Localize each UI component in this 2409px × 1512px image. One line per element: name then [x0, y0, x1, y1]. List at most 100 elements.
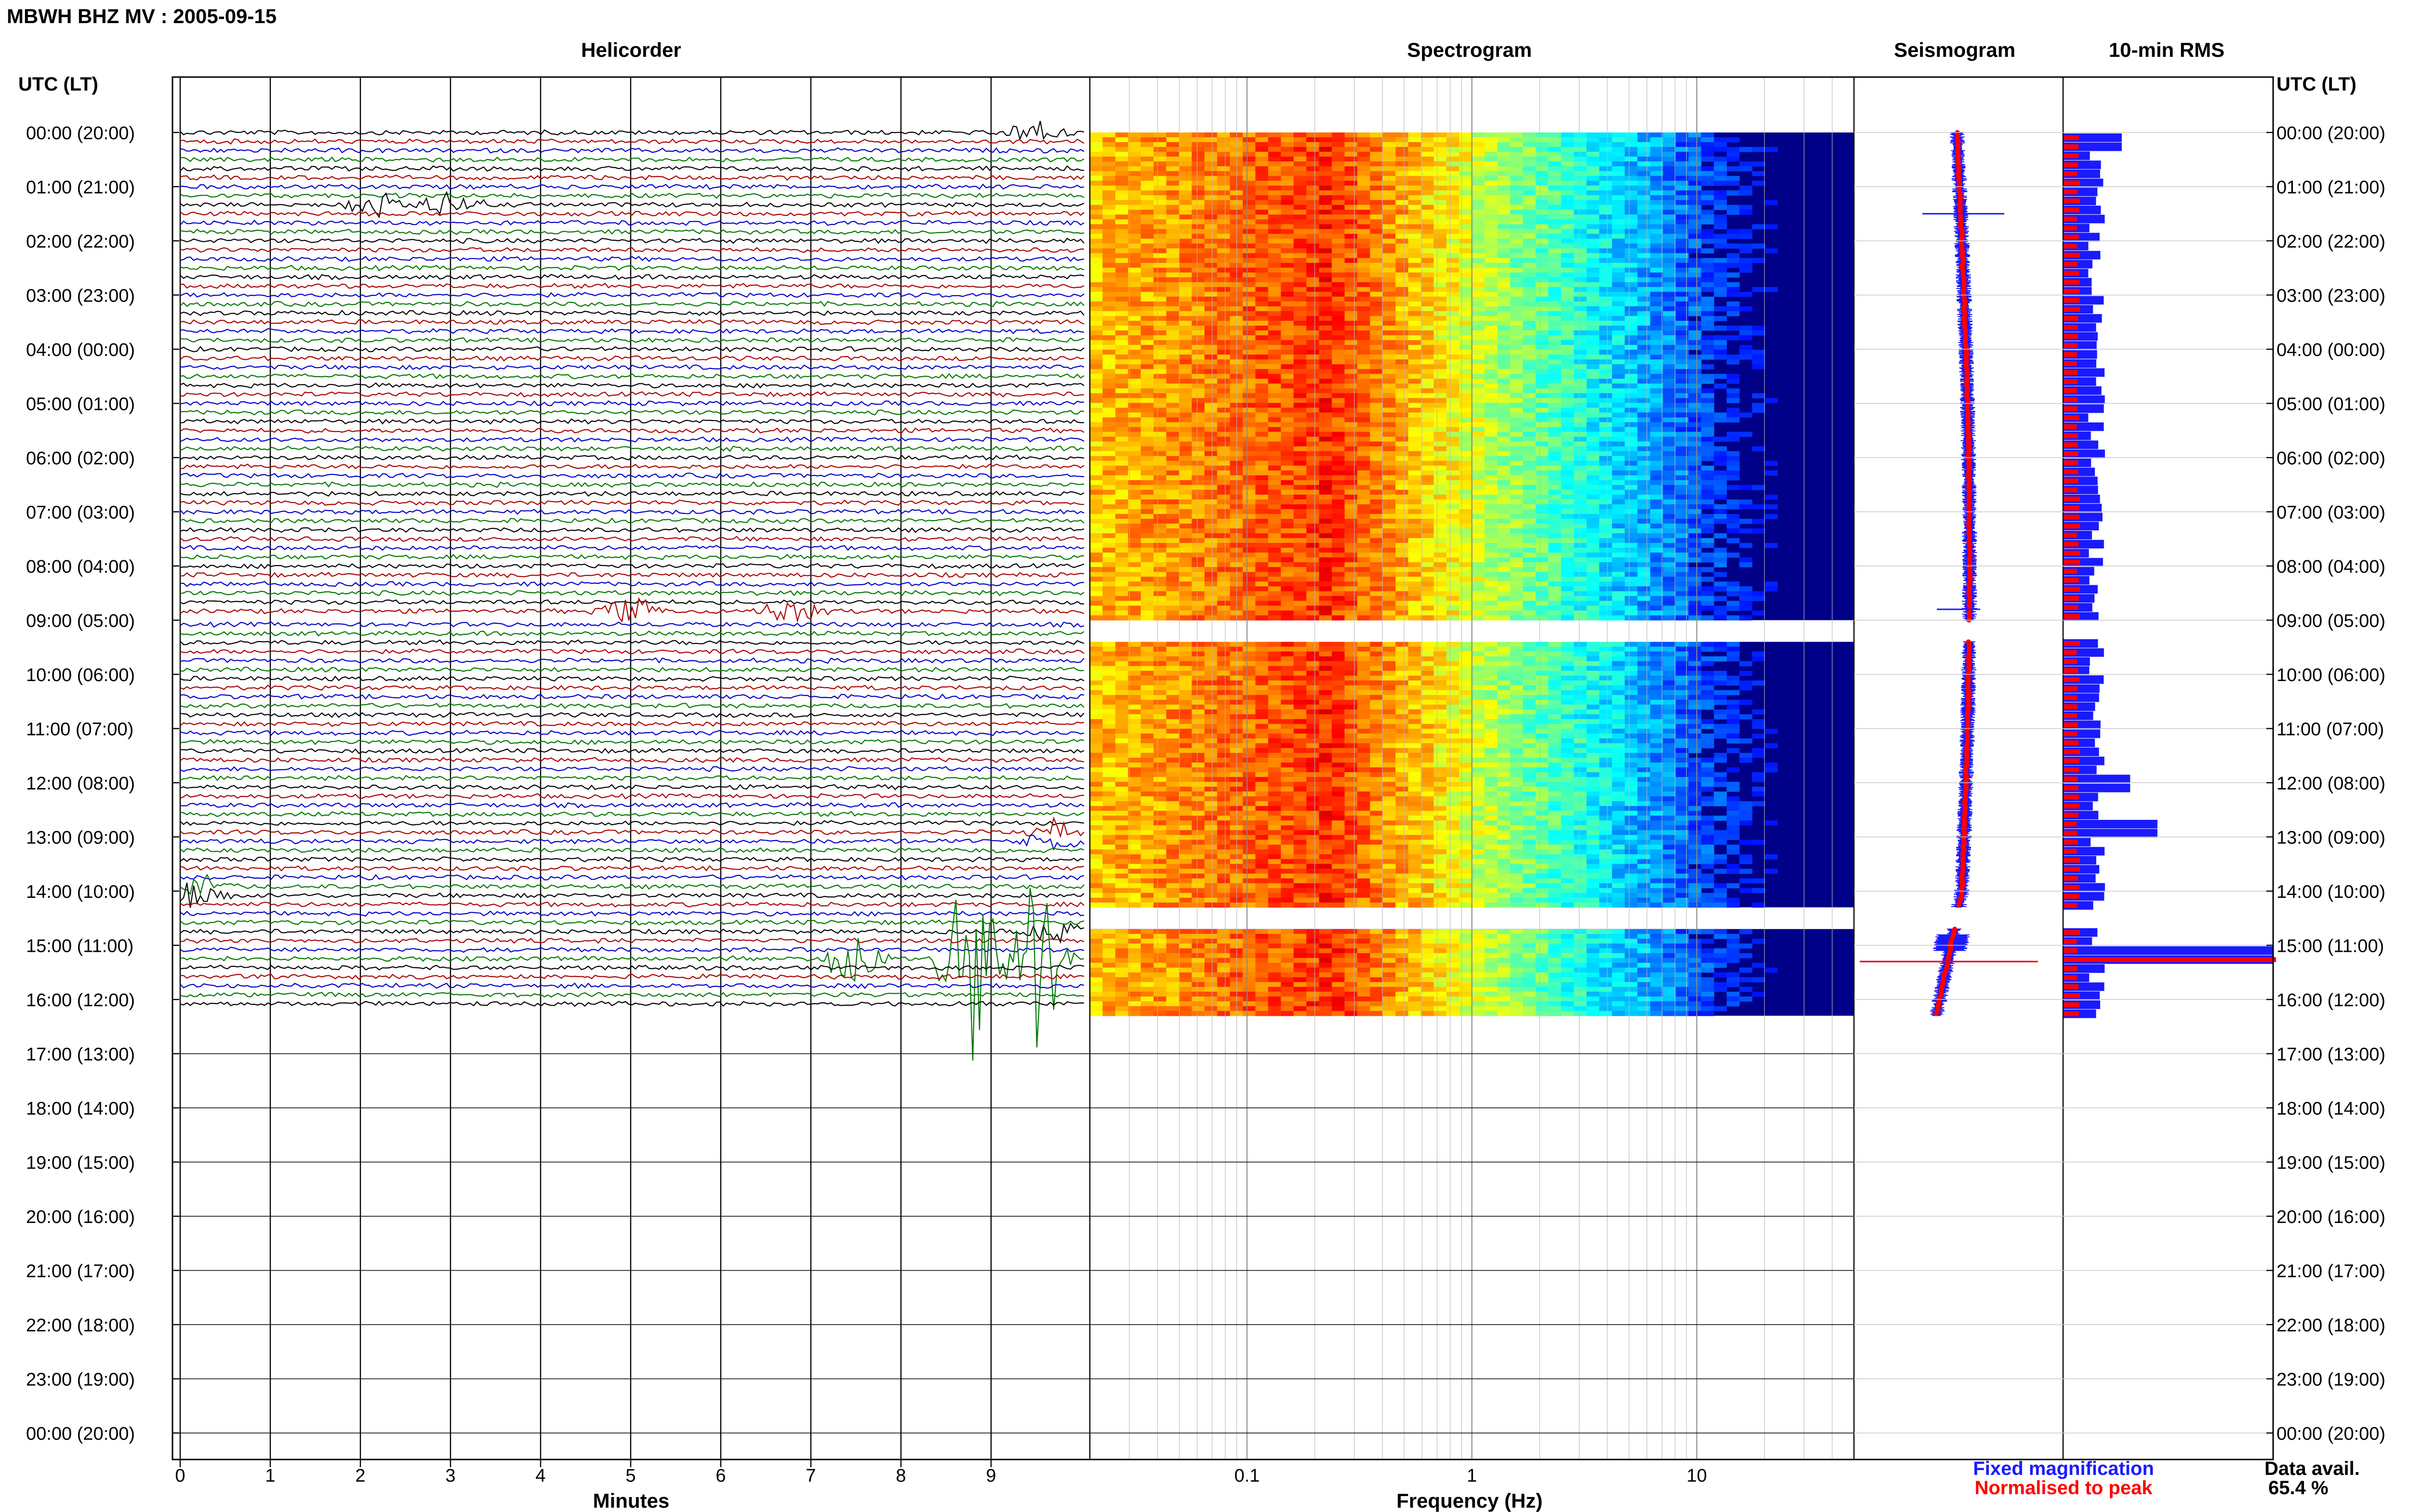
spectrogram-cell — [1650, 267, 1664, 273]
spectrogram-cell — [1497, 398, 1510, 403]
spectrogram-cell — [1510, 137, 1523, 143]
spectrogram-cell — [1446, 311, 1460, 316]
spectrogram-cell — [1561, 301, 1574, 307]
spectrogram-cell — [1663, 291, 1676, 297]
spectrogram-cell — [1663, 514, 1676, 519]
spectrogram-cell — [1090, 470, 1103, 476]
spectrogram-cell — [1726, 287, 1740, 292]
spectrogram-cell — [1281, 485, 1294, 490]
spectrogram-cell — [1574, 166, 1587, 171]
spectrogram-cell — [1408, 543, 1421, 548]
spectrogram-cell — [1332, 591, 1345, 596]
spectrogram-cell — [1332, 379, 1345, 384]
spectrogram-cell — [1701, 190, 1714, 196]
spectrogram-cell — [1650, 548, 1664, 553]
spectrogram-cell — [1281, 301, 1294, 307]
spectrogram-cell — [1191, 519, 1205, 524]
spectrogram-cell — [1663, 181, 1676, 186]
spectrogram-cell — [1204, 166, 1218, 171]
spectrogram-cell — [1293, 296, 1307, 302]
spectrogram-cell — [1459, 456, 1472, 461]
spectrogram-cell — [1370, 248, 1383, 254]
spectrogram-cell — [1599, 161, 1613, 167]
spectrogram-cell — [1090, 335, 1103, 341]
spectrogram-cell — [1625, 166, 1638, 171]
spectrogram-cell — [1574, 272, 1587, 278]
spectrogram-cell — [1663, 166, 1676, 171]
spectrogram-cell — [1395, 543, 1409, 548]
spectrogram-cell — [1421, 157, 1434, 162]
spectrogram-cell — [1446, 190, 1460, 196]
spectrogram-cell — [1140, 291, 1154, 297]
spectrogram-cell — [1306, 480, 1320, 486]
spectrogram-cell — [1255, 142, 1269, 147]
spectrogram-cell — [1191, 427, 1205, 433]
spectrogram-cell — [1497, 543, 1510, 548]
spectrogram-cell — [1306, 552, 1320, 558]
spectrogram-cell — [1675, 234, 1689, 239]
spectrogram-cell — [1383, 417, 1396, 423]
spectrogram-cell — [1484, 514, 1498, 519]
spectrogram-cell — [1701, 374, 1714, 379]
spectrogram-cell — [1510, 142, 1523, 147]
spectrogram-cell — [1128, 224, 1141, 230]
spectrogram-cell — [1663, 142, 1676, 147]
spectrogram-cell — [1637, 277, 1651, 283]
spectrogram-cell — [1726, 311, 1740, 316]
spectrogram-cell — [1090, 393, 1103, 398]
spectrogram-cell — [1166, 272, 1179, 278]
spectrogram-cell — [1293, 272, 1307, 278]
spectrogram-cell — [1370, 200, 1383, 205]
spectrogram-cell — [1243, 166, 1256, 171]
spectrogram-cell — [1140, 219, 1154, 224]
spectrogram-cell — [1268, 157, 1282, 162]
spectrogram-cell — [1395, 306, 1409, 312]
spectrogram-cell — [1204, 238, 1218, 244]
spectrogram-cell — [1115, 572, 1128, 577]
spectrogram-cell — [1599, 441, 1613, 447]
spectrogram-cell — [1166, 393, 1179, 398]
spectrogram-cell — [1408, 359, 1421, 365]
spectrogram-cell — [1395, 350, 1409, 355]
spectrogram-cell — [1344, 374, 1358, 379]
spectrogram-cell — [1625, 311, 1638, 316]
spectrogram-cell — [1243, 277, 1256, 283]
spectrogram-cell — [1612, 514, 1625, 519]
spectrogram-cell — [1115, 301, 1128, 307]
spectrogram-cell — [1140, 398, 1154, 403]
spectrogram-cell — [1179, 282, 1192, 288]
spectrogram-cell — [1714, 494, 1727, 500]
spectrogram-cell — [1243, 234, 1256, 239]
spectrogram-cell — [1574, 485, 1587, 490]
spectrogram-cell — [1612, 460, 1625, 466]
spectrogram-cell — [1599, 205, 1613, 210]
spectrogram-cell — [1574, 383, 1587, 389]
spectrogram-cell — [1714, 258, 1727, 263]
spectrogram-cell — [1255, 524, 1269, 529]
spectrogram-cell — [1268, 485, 1282, 490]
spectrogram-cell — [1153, 591, 1167, 596]
spectrogram-cell — [1574, 398, 1587, 403]
spectrogram-cell — [1599, 567, 1613, 572]
spectrogram-cell — [1395, 330, 1409, 336]
spectrogram-cell — [1701, 238, 1714, 244]
spectrogram-cell — [1319, 412, 1332, 418]
spectrogram-cell — [1179, 451, 1192, 457]
spectrogram-cell — [1688, 552, 1702, 558]
spectrogram-cell — [1408, 238, 1421, 244]
spectrogram-cell — [1115, 205, 1128, 210]
spectrogram-cell — [1650, 282, 1664, 288]
spectrogram-cell — [1472, 210, 1485, 215]
spectrogram-cell — [1497, 147, 1510, 152]
spectrogram-cell — [1701, 272, 1714, 278]
spectrogram-cell — [1561, 441, 1574, 447]
spectrogram-cell — [1153, 533, 1167, 539]
spectrogram-cell — [1663, 350, 1676, 355]
spectrogram-cell — [1510, 267, 1523, 273]
spectrogram-cell — [1714, 533, 1727, 539]
spectrogram-cell — [1179, 161, 1192, 167]
spectrogram-cell — [1497, 267, 1510, 273]
spectrogram-cell — [1510, 514, 1523, 519]
spectrogram-cell — [1204, 210, 1218, 215]
spectrogram-cell — [1332, 374, 1345, 379]
